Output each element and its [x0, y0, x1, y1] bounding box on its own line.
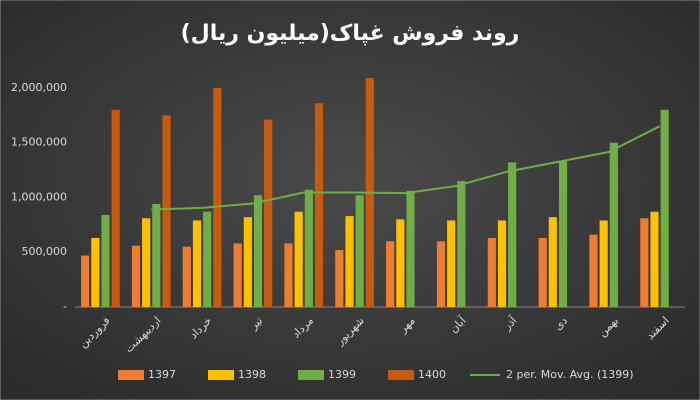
- bar: [91, 237, 100, 307]
- y-tick-label: 1,500,000: [11, 136, 67, 149]
- bar: [233, 243, 242, 307]
- bar: [406, 190, 415, 307]
- bar: [284, 243, 293, 307]
- bar: [640, 218, 649, 307]
- bar: [589, 234, 598, 307]
- bar: [304, 189, 313, 307]
- bar: [152, 204, 161, 307]
- legend-swatch: [298, 370, 324, 380]
- bar: [182, 246, 191, 307]
- legend-label: 1398: [238, 368, 266, 381]
- legend-label: 1397: [148, 368, 176, 381]
- bar: [447, 220, 456, 307]
- bar: [609, 142, 618, 307]
- bar: [264, 119, 273, 307]
- bar: [335, 250, 344, 307]
- bar: [457, 181, 466, 307]
- bar: [294, 211, 303, 307]
- y-tick-label: 2,000,000: [11, 81, 67, 94]
- bar: [487, 237, 496, 307]
- bar: [386, 241, 395, 307]
- bar: [81, 255, 90, 307]
- legend-swatch: [118, 370, 144, 380]
- bar: [497, 220, 507, 307]
- bar: [355, 195, 364, 307]
- y-tick-label: -: [63, 300, 67, 313]
- bar: [203, 211, 212, 307]
- chart-title: روند فروش غپاک(میلیون ریال): [181, 21, 520, 46]
- bar: [599, 220, 608, 307]
- bar: [508, 162, 517, 307]
- y-tick-label: 500,000: [22, 245, 68, 258]
- bar: [558, 161, 568, 307]
- bar: [142, 218, 151, 307]
- bar: [548, 217, 557, 307]
- legend-label: 1399: [328, 368, 356, 381]
- y-tick-label: 1,000,000: [11, 190, 67, 203]
- bar: [660, 109, 669, 308]
- bar: [396, 219, 405, 307]
- legend-label: 1400: [418, 368, 446, 381]
- bar: [131, 245, 141, 307]
- bar: [162, 115, 171, 307]
- bar: [538, 237, 547, 307]
- bar: [213, 87, 222, 307]
- legend-swatch: [208, 370, 234, 380]
- bar: [111, 109, 120, 308]
- legend-label: 2 per. Mov. Avg. (1399): [506, 368, 634, 381]
- bar: [436, 241, 446, 307]
- bar: [192, 220, 202, 307]
- bar: [253, 195, 263, 307]
- bar: [101, 214, 110, 307]
- trend-line: [151, 125, 661, 211]
- bar: [243, 217, 252, 307]
- bar: [345, 216, 354, 307]
- legend-swatch: [388, 370, 414, 380]
- bar: [650, 211, 659, 307]
- bar: [314, 103, 324, 307]
